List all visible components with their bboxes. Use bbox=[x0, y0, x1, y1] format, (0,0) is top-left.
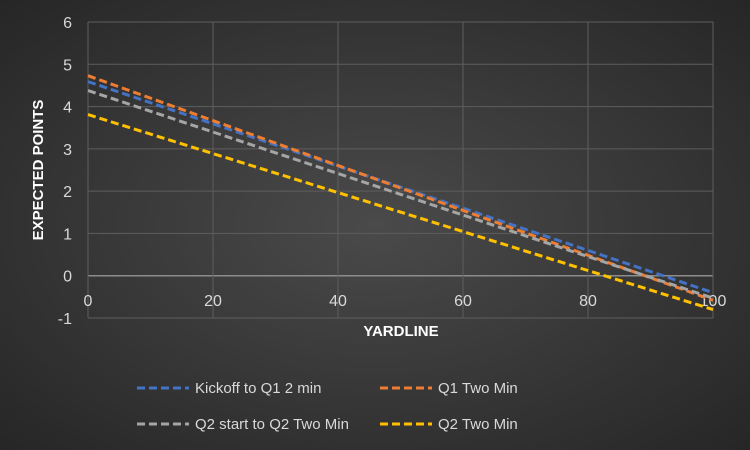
x-axis-title: YARDLINE bbox=[363, 323, 438, 340]
y-axis-title: EXPECTED POINTS bbox=[30, 100, 47, 241]
x-tick-label: 60 bbox=[454, 293, 472, 310]
y-tick-label: 3 bbox=[63, 142, 72, 159]
gridlines bbox=[87, 21, 714, 319]
y-axis-ticks: -1 0 1 2 3 4 5 6 bbox=[58, 15, 72, 328]
legend-label: Kickoff to Q1 2 min bbox=[195, 380, 321, 397]
series-line-2 bbox=[87, 89, 714, 300]
y-tick-label: 0 bbox=[63, 269, 72, 286]
legend-label: Q2 start to Q2 Two Min bbox=[195, 416, 349, 433]
legend-label: Q2 Two Min bbox=[438, 416, 518, 433]
y-tick-label: 5 bbox=[63, 57, 72, 74]
y-tick-label: -1 bbox=[58, 311, 72, 328]
x-tick-label: 20 bbox=[204, 293, 222, 310]
series-line-1 bbox=[87, 74, 714, 302]
y-tick-label: 6 bbox=[63, 15, 72, 32]
x-axis-ticks: 0 20 40 60 80 100 bbox=[84, 293, 727, 310]
y-tick-label: 1 bbox=[63, 226, 72, 243]
legend: Kickoff to Q1 2 min Q1 Two Min Q2 start to… bbox=[137, 380, 518, 433]
x-tick-label: 0 bbox=[84, 293, 93, 310]
legend-label: Q1 Two Min bbox=[438, 380, 518, 397]
y-tick-label: 2 bbox=[63, 184, 72, 201]
x-tick-label: 40 bbox=[329, 293, 347, 310]
x-tick-label: 80 bbox=[579, 293, 597, 310]
series-lines bbox=[87, 74, 714, 311]
series-line-3 bbox=[87, 113, 714, 311]
y-tick-label: 4 bbox=[63, 100, 72, 117]
